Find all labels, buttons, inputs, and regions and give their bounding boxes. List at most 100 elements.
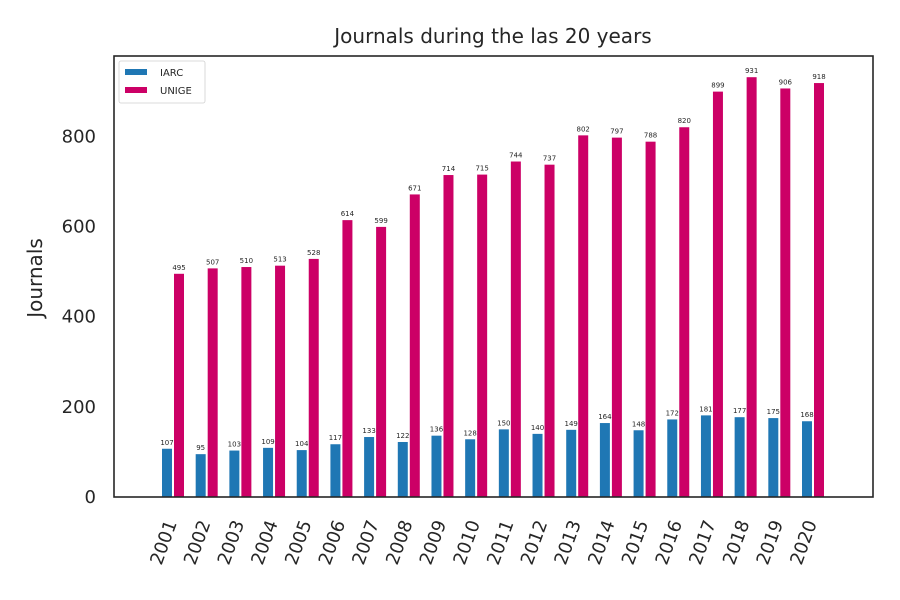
bar-unige-2017 [712, 91, 723, 498]
x-tick-label-2009: 2009 [416, 518, 451, 568]
x-tick-label-2012: 2012 [517, 518, 552, 568]
legend-swatch-iarc [125, 69, 147, 75]
bar-iarc-2017 [700, 415, 711, 497]
y-tick-label-400: 400 [62, 307, 96, 328]
x-tick-label-2004: 2004 [247, 518, 282, 568]
y-tick-label-200: 200 [62, 397, 96, 418]
data-label-unige-2016: 820 [678, 117, 691, 125]
x-tick-label-2007: 2007 [348, 518, 383, 568]
data-label-unige-2011: 744 [509, 152, 523, 160]
chart-title: Journals during the las 20 years [332, 24, 651, 48]
bar-iarc-2016 [667, 419, 678, 497]
bar-iarc-2012 [532, 433, 543, 497]
bar-unige-2008 [409, 194, 420, 498]
data-label-iarc-2003: 103 [228, 441, 241, 449]
x-tick-label-2006: 2006 [315, 518, 350, 568]
bar-iarc-2013 [566, 429, 577, 497]
bar-iarc-2015 [633, 430, 644, 497]
data-label-iarc-2012: 140 [531, 424, 544, 432]
bar-iarc-2001 [162, 448, 172, 497]
x-tick-label-2001: 2001 [146, 518, 181, 568]
bar-iarc-2006 [330, 444, 341, 497]
bar-unige-2012 [544, 164, 555, 497]
x-tick-label-2015: 2015 [618, 518, 653, 568]
data-label-unige-2006: 614 [341, 210, 355, 218]
bar-iarc-2002 [195, 454, 206, 497]
legend-label-unige: UNIGE [160, 86, 192, 97]
bar-unige-2015 [645, 141, 656, 497]
data-label-unige-2017: 899 [711, 82, 724, 90]
data-label-iarc-2015: 148 [632, 420, 645, 428]
data-label-unige-2012: 737 [543, 155, 556, 163]
bar-unige-2010 [477, 174, 488, 497]
x-tick-label-2003: 2003 [214, 518, 249, 568]
data-label-iarc-2006: 117 [329, 434, 342, 442]
bar-iarc-2019 [768, 418, 779, 497]
bar-iarc-2014 [599, 423, 610, 497]
data-label-iarc-2001: 107 [160, 439, 173, 447]
data-label-iarc-2010: 128 [463, 429, 476, 437]
data-label-iarc-2007: 133 [362, 427, 375, 435]
y-axis-ticks: 0 200 400 600 800 [62, 126, 96, 508]
data-label-iarc-2005: 104 [295, 440, 309, 448]
x-tick-label-2002: 2002 [180, 518, 215, 568]
data-label-unige-2007: 599 [374, 217, 387, 225]
x-axis-ticks: 2001200220032004200520062007200820092010… [146, 518, 821, 568]
data-label-iarc-2016: 172 [666, 409, 679, 417]
x-tick-label-2013: 2013 [551, 518, 586, 568]
y-tick-label-0: 0 [85, 487, 96, 508]
data-label-unige-2005: 528 [307, 249, 320, 257]
data-label-iarc-2011: 150 [497, 419, 510, 427]
data-label-unige-2008: 671 [408, 184, 421, 192]
data-label-iarc-2018: 177 [733, 407, 746, 415]
bar-unige-2009 [443, 175, 454, 497]
bar-unige-2002 [207, 268, 218, 497]
data-label-unige-2020: 918 [812, 73, 825, 81]
data-label-unige-2010: 715 [475, 165, 488, 173]
bar-unige-2016 [679, 127, 690, 498]
data-label-iarc-2002: 95 [196, 444, 205, 452]
data-label-unige-2003: 510 [240, 257, 253, 265]
x-tick-label-2020: 2020 [786, 518, 821, 568]
x-tick-label-2019: 2019 [753, 518, 788, 568]
bar-unige-2005 [308, 258, 319, 497]
legend-swatch-unige [125, 87, 147, 93]
data-label-iarc-2008: 122 [396, 432, 409, 440]
bar-unige-2006 [342, 220, 353, 498]
bar-unige-2020 [814, 83, 824, 498]
data-label-iarc-2017: 181 [699, 405, 712, 413]
data-label-unige-2001: 495 [172, 264, 185, 272]
data-label-iarc-2014: 164 [598, 413, 612, 421]
bar-unige-2018 [746, 77, 757, 498]
bar-iarc-2011 [498, 429, 509, 497]
bar-iarc-2003 [229, 450, 240, 497]
bar-iarc-2007 [364, 437, 375, 497]
data-label-unige-2018: 931 [745, 67, 758, 75]
x-tick-label-2011: 2011 [483, 518, 518, 568]
bar-iarc-2005 [296, 450, 307, 497]
bars-layer [162, 77, 824, 498]
bar-iarc-2004 [263, 447, 274, 497]
data-label-unige-2004: 513 [273, 256, 286, 264]
data-label-unige-2002: 507 [206, 258, 219, 266]
x-tick-label-2005: 2005 [281, 518, 316, 568]
x-tick-label-2016: 2016 [652, 518, 687, 568]
data-label-iarc-2009: 136 [430, 426, 444, 434]
legend: IARC UNIGE [118, 60, 206, 104]
bar-unige-2013 [578, 135, 589, 497]
bar-iarc-2020 [802, 421, 812, 497]
bar-iarc-2010 [465, 439, 476, 497]
data-label-unige-2019: 906 [779, 78, 793, 86]
bar-unige-2004 [275, 265, 286, 497]
y-tick-label-600: 600 [62, 216, 96, 237]
bar-unige-2014 [611, 137, 622, 497]
data-label-unige-2015: 788 [644, 132, 657, 140]
bar-unige-2011 [510, 161, 521, 498]
data-label-unige-2009: 714 [442, 165, 456, 173]
legend-label-iarc: IARC [160, 68, 183, 79]
bar-unige-2019 [780, 88, 791, 498]
data-label-unige-2014: 797 [610, 128, 623, 136]
data-label-iarc-2020: 168 [800, 411, 813, 419]
